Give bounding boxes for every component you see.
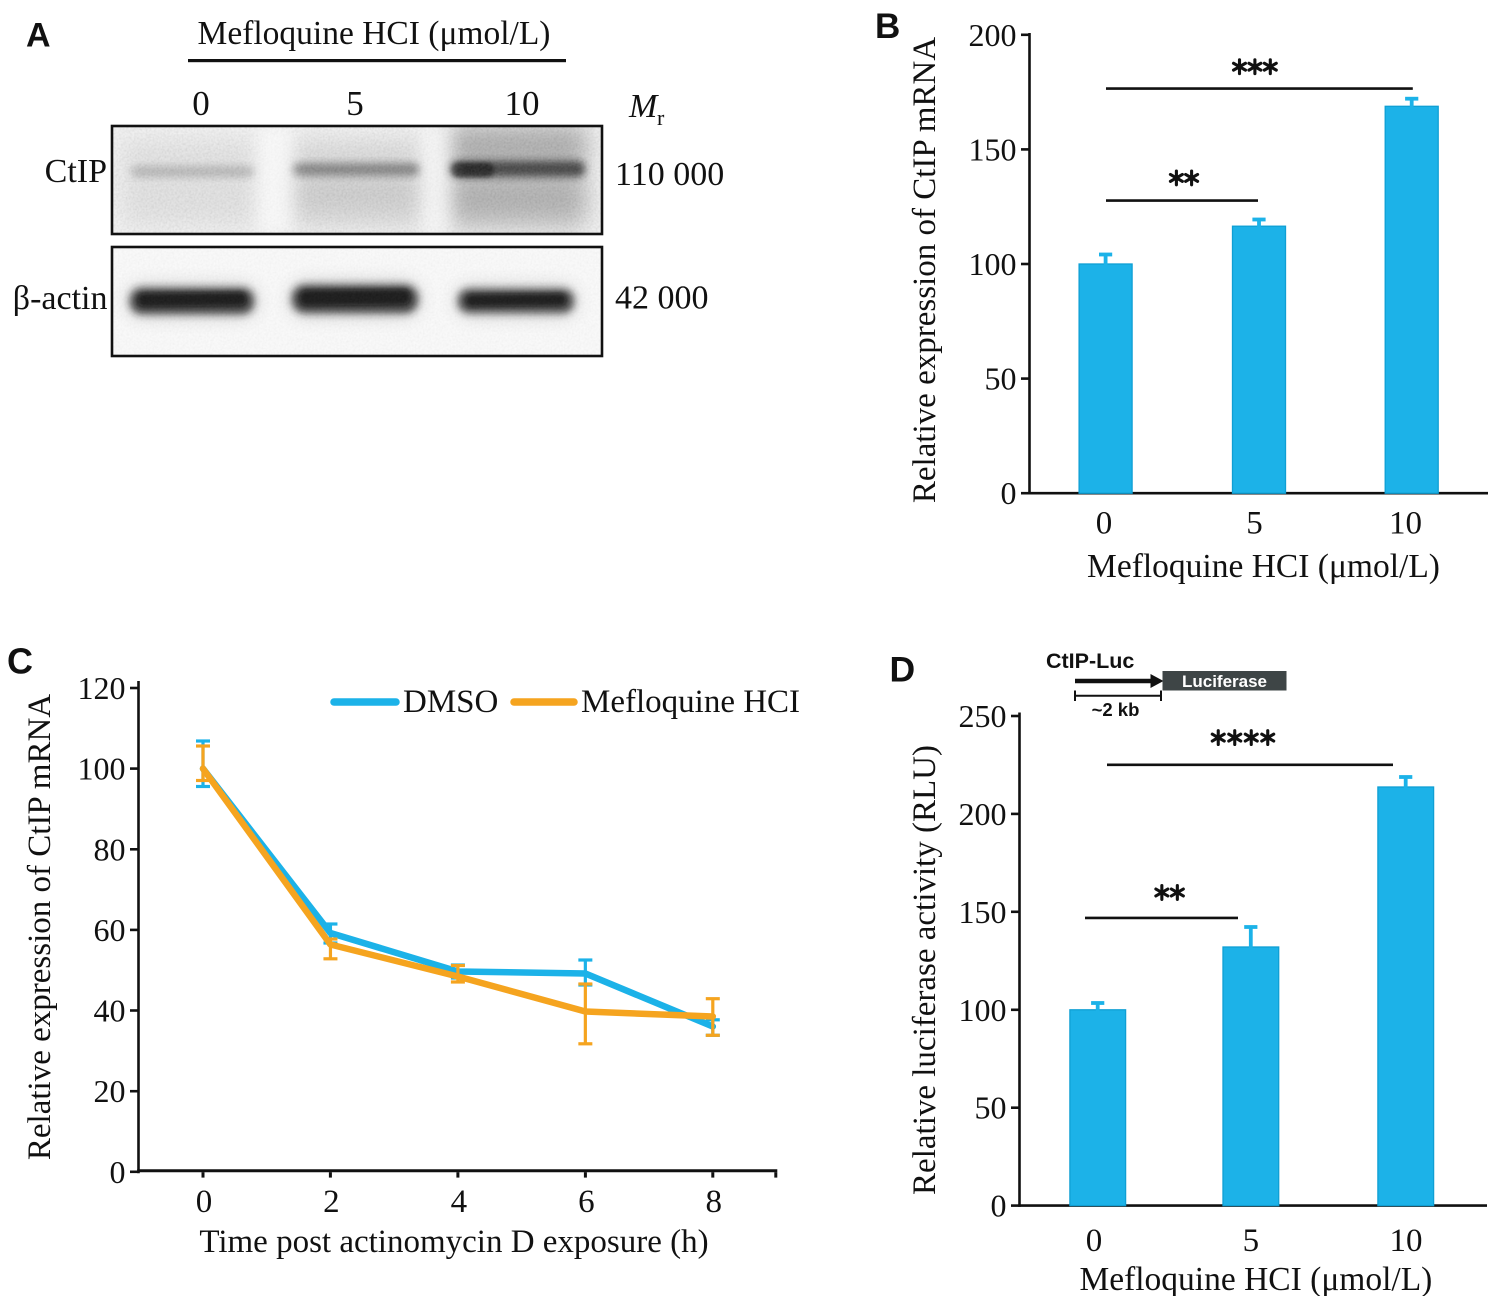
svg-text:Relative luciferase activity (: Relative luciferase activity (RLU) bbox=[907, 745, 943, 1195]
svg-text:150: 150 bbox=[959, 894, 1007, 930]
svg-text:D: D bbox=[890, 650, 916, 690]
svg-text:5: 5 bbox=[346, 84, 364, 123]
svg-text:Relative expression of CtIP mR: Relative expression of CtIP mRNA bbox=[22, 694, 58, 1160]
svg-text:5: 5 bbox=[1246, 506, 1263, 542]
svg-text:~2 kb: ~2 kb bbox=[1092, 699, 1140, 720]
svg-text:Mefloquine HCI (μmol/L): Mefloquine HCI (μmol/L) bbox=[198, 15, 551, 52]
svg-text:C: C bbox=[7, 641, 33, 682]
svg-text:Mefloquine HCI: Mefloquine HCI bbox=[581, 684, 800, 720]
svg-text:100: 100 bbox=[969, 246, 1017, 282]
svg-text:0: 0 bbox=[192, 84, 210, 123]
svg-text:110 000: 110 000 bbox=[615, 156, 724, 193]
svg-text:200: 200 bbox=[959, 796, 1007, 832]
svg-text:Mefloquine HCI (μmol/L): Mefloquine HCI (μmol/L) bbox=[1079, 1261, 1432, 1296]
svg-text:60: 60 bbox=[94, 912, 126, 948]
svg-text:120: 120 bbox=[78, 670, 126, 706]
svg-text:0: 0 bbox=[110, 1154, 126, 1190]
svg-text:M: M bbox=[628, 88, 659, 125]
svg-text:Luciferase: Luciferase bbox=[1182, 672, 1267, 691]
svg-text:r: r bbox=[657, 105, 665, 130]
svg-text:40: 40 bbox=[94, 993, 126, 1029]
svg-text:CtIP: CtIP bbox=[45, 153, 107, 190]
svg-text:Time post actinomycin D exposu: Time post actinomycin D exposure (h) bbox=[199, 1224, 708, 1260]
svg-text:2: 2 bbox=[323, 1184, 340, 1220]
svg-text:100: 100 bbox=[78, 751, 126, 787]
svg-text:50: 50 bbox=[985, 361, 1017, 397]
svg-text:CtIP-Luc: CtIP-Luc bbox=[1046, 649, 1134, 673]
svg-text:50: 50 bbox=[975, 1090, 1007, 1126]
svg-text:0: 0 bbox=[196, 1184, 213, 1220]
svg-text:5: 5 bbox=[1243, 1223, 1260, 1259]
svg-text:10: 10 bbox=[1389, 506, 1422, 542]
svg-text:42 000: 42 000 bbox=[615, 280, 709, 317]
svg-text:20: 20 bbox=[94, 1073, 126, 1109]
svg-text:4: 4 bbox=[451, 1184, 468, 1220]
svg-text:DMSO: DMSO bbox=[403, 684, 498, 720]
svg-text:80: 80 bbox=[94, 831, 126, 867]
svg-text:10: 10 bbox=[505, 84, 540, 123]
svg-text:0: 0 bbox=[991, 1188, 1007, 1224]
svg-text:200: 200 bbox=[969, 17, 1017, 53]
svg-text:0: 0 bbox=[1096, 506, 1113, 542]
svg-text:Mefloquine HCI (μmol/L): Mefloquine HCI (μmol/L) bbox=[1087, 548, 1440, 585]
svg-text:0: 0 bbox=[1001, 475, 1017, 511]
svg-text:250: 250 bbox=[959, 698, 1007, 734]
svg-text:β-actin: β-actin bbox=[13, 280, 108, 317]
svg-text:150: 150 bbox=[969, 131, 1017, 167]
svg-text:Relative expression of CtIP mR: Relative expression of CtIP mRNA bbox=[907, 37, 943, 503]
svg-text:A: A bbox=[26, 17, 51, 55]
svg-text:B: B bbox=[875, 7, 900, 46]
svg-text:10: 10 bbox=[1390, 1223, 1423, 1259]
svg-text:100: 100 bbox=[959, 992, 1007, 1028]
svg-text:6: 6 bbox=[578, 1184, 595, 1220]
svg-text:8: 8 bbox=[706, 1184, 723, 1220]
svg-text:0: 0 bbox=[1086, 1223, 1103, 1259]
